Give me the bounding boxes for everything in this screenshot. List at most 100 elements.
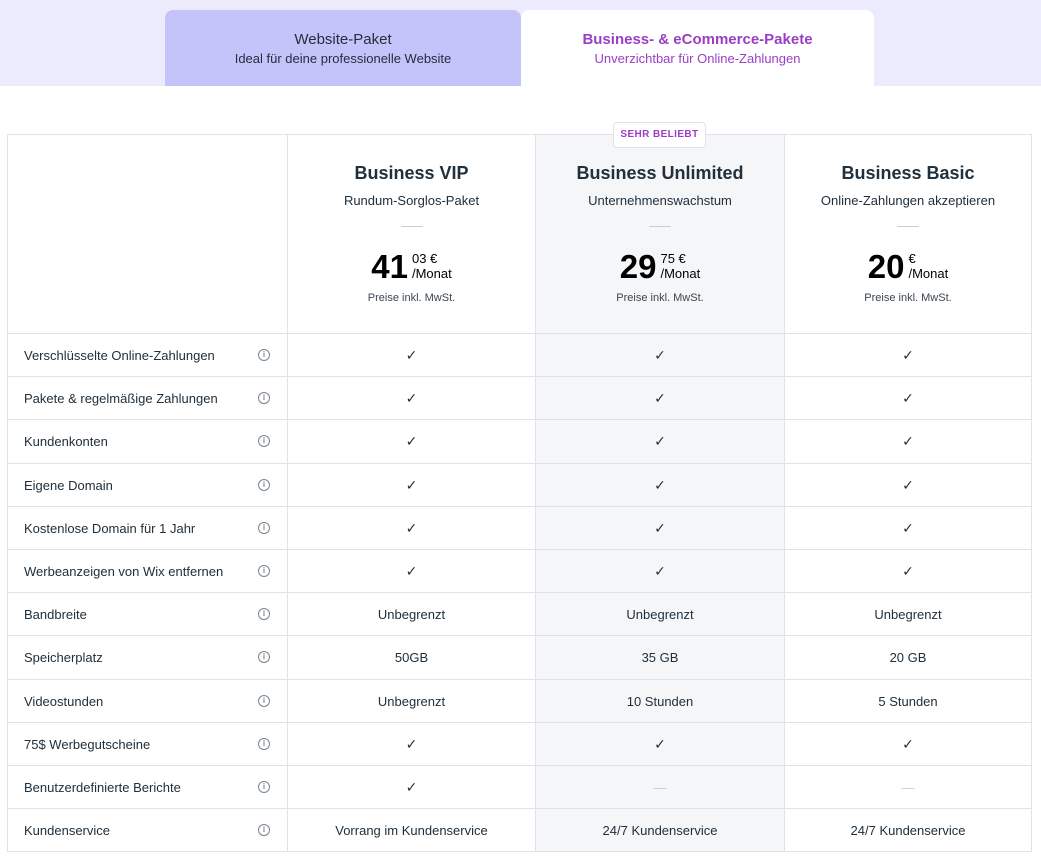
price-cents: 75 €: [660, 251, 686, 266]
plan-header-business-vip: Business VIP Rundum-Sorglos-Paket 41 03 …: [288, 135, 535, 333]
plan-subtitle: Rundum-Sorglos-Paket: [343, 193, 480, 208]
highlighted-column-background: [536, 135, 784, 851]
price-cents: €: [908, 251, 916, 266]
check-icon: ✓: [902, 520, 914, 536]
check-icon: ✓: [405, 520, 418, 536]
feature-row-werbeanzeigen-von-wix-entfernen: Werbeanzeigen von Wix entfernen i ✓ ✓ ✓: [8, 550, 1031, 593]
check-icon: ✓: [405, 347, 418, 363]
plan-subtitle: Unternehmenswachstum: [588, 193, 732, 208]
check-icon: ✓: [654, 736, 666, 752]
plan-subtitle: Online-Zahlungen akzeptieren: [820, 193, 996, 208]
check-icon: ✓: [902, 433, 914, 449]
feature-value: 20 GB: [889, 650, 927, 665]
tab-website-title: Website-Paket: [294, 31, 392, 48]
price-meta: € /Monat: [908, 245, 948, 281]
info-icon[interactable]: i: [258, 479, 270, 491]
check-icon: ✓: [902, 477, 914, 493]
row-divider: [8, 635, 1031, 636]
info-icon[interactable]: i: [258, 349, 270, 361]
plan-type-tab-bar: Website-Paket Ideal für deine profession…: [0, 0, 1041, 86]
row-divider: [8, 376, 1031, 377]
feature-value: Vorrang im Kundenservice: [335, 823, 488, 838]
row-divider: [8, 722, 1031, 723]
feature-row-kundenservice: Kundenservice i Vorrang im Kundenservice 24…: [8, 809, 1031, 852]
dash-icon: —: [653, 780, 667, 795]
info-icon[interactable]: i: [258, 608, 270, 620]
price-period: /Monat: [411, 266, 452, 281]
plan-name: Business Unlimited: [576, 163, 744, 183]
feature-row-eigene-domain: Eigene Domain i ✓ ✓ ✓: [8, 464, 1031, 507]
price-integer: 29: [619, 248, 657, 285]
check-icon: ✓: [902, 736, 914, 752]
info-icon[interactable]: i: [258, 565, 270, 577]
column-divider: [535, 135, 536, 851]
feature-value: 10 Stunden: [626, 694, 694, 709]
tab-website-package[interactable]: Website-Paket Ideal für deine profession…: [165, 10, 521, 86]
price-cents: 03 €: [411, 251, 438, 266]
info-icon[interactable]: i: [258, 392, 270, 404]
column-divider: [287, 135, 288, 851]
feature-value: Unbegrenzt: [874, 607, 942, 622]
check-icon: ✓: [654, 347, 666, 363]
price-period: /Monat: [660, 266, 701, 281]
price-meta: 03 € /Monat: [412, 245, 452, 281]
feature-row-bandbreite: Bandbreite i Unbegrenzt Unbegrenzt Unbegrenz…: [8, 593, 1031, 636]
price-integer: 41: [371, 248, 408, 285]
feature-row-75-werbegutscheine: 75$ Werbegutscheine i ✓ ✓ ✓: [8, 723, 1031, 766]
plan-name: Business Basic: [841, 163, 975, 183]
feature-label: Bandbreite: [24, 607, 87, 622]
check-icon: ✓: [654, 477, 666, 493]
feature-row-kundenkonten: Kundenkonten i ✓ ✓ ✓: [8, 420, 1031, 463]
info-icon[interactable]: i: [258, 435, 270, 447]
tab-website-subtitle: Ideal für deine professionelle Website: [234, 51, 452, 66]
check-icon: ✓: [405, 390, 418, 406]
feature-label: Benutzerdefinierte Berichte: [24, 780, 181, 795]
plan-price: 29 75 € /Monat: [536, 245, 784, 289]
feature-row-benutzerdefinierte-berichte: Benutzerdefinierte Berichte i ✓ — —: [8, 766, 1031, 809]
plan-divider: [400, 226, 423, 227]
plan-price: 20 € /Monat: [785, 245, 1031, 289]
info-icon[interactable]: i: [258, 651, 270, 663]
feature-value: Unbegrenzt: [377, 607, 446, 622]
column-divider: [784, 135, 785, 851]
feature-row-videostunden: Videostunden i Unbegrenzt 10 Stunden 5 Stund…: [8, 680, 1031, 723]
plan-comparison-table: SEHR BELIEBT Business VIP Rundum-Sorglos…: [7, 122, 1032, 852]
check-icon: ✓: [654, 520, 666, 536]
check-icon: ✓: [902, 563, 914, 579]
check-icon: ✓: [654, 390, 666, 406]
info-icon[interactable]: i: [258, 695, 270, 707]
row-divider: [8, 463, 1031, 464]
check-icon: ✓: [405, 477, 418, 493]
check-icon: ✓: [654, 433, 666, 449]
plan-price: 41 03 € /Monat: [288, 245, 535, 289]
price-tax-note: Preise inkl. MwSt.: [864, 292, 952, 304]
info-icon[interactable]: i: [258, 738, 270, 750]
price-meta: 75 € /Monat: [660, 245, 700, 281]
feature-value: 50GB: [394, 650, 429, 665]
check-icon: ✓: [902, 390, 914, 406]
info-icon[interactable]: i: [258, 522, 270, 534]
info-icon[interactable]: i: [258, 824, 270, 836]
price-tax-note: Preise inkl. MwSt.: [367, 292, 456, 304]
row-divider: [8, 549, 1031, 550]
price-tax-note: Preise inkl. MwSt.: [616, 292, 704, 304]
row-divider: [8, 808, 1031, 809]
tab-business-title: Business- & eCommerce-Pakete: [582, 31, 813, 48]
feature-value: Unbegrenzt: [626, 607, 694, 622]
feature-label: Kundenservice: [24, 823, 110, 838]
plan-divider: [897, 226, 919, 227]
price-period: /Monat: [908, 266, 949, 281]
popular-badge: SEHR BELIEBT: [613, 122, 706, 148]
plan-divider: [649, 226, 671, 227]
check-icon: ✓: [405, 779, 418, 795]
info-icon[interactable]: i: [258, 781, 270, 793]
check-icon: ✓: [654, 563, 666, 579]
tab-business-ecommerce[interactable]: Business- & eCommerce-Pakete Unverzichtb…: [521, 10, 874, 86]
price-integer: 20: [867, 248, 905, 285]
feature-label: Kundenkonten: [24, 434, 108, 449]
check-icon: ✓: [405, 563, 418, 579]
feature-row-verschlüsselte-online-zahlungen: Verschlüsselte Online-Zahlungen i ✓ ✓ ✓: [8, 334, 1031, 377]
feature-value: 35 GB: [641, 650, 679, 665]
check-icon: ✓: [902, 347, 914, 363]
feature-row-pakete-regelmäßige-zahlungen: Pakete & regelmäßige Zahlungen i ✓ ✓ ✓: [8, 377, 1031, 420]
